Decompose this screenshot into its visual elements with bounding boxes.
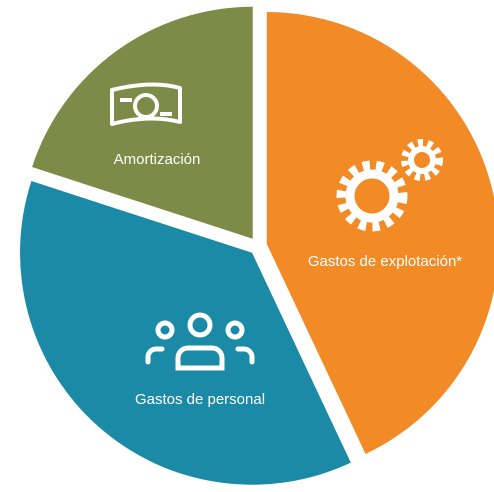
pie-slice xyxy=(32,6,253,239)
slices xyxy=(20,6,494,485)
slice-label: Gastos de explotación* xyxy=(308,253,462,270)
gear-icon xyxy=(336,139,443,232)
pie-slice xyxy=(20,181,351,485)
people-icon xyxy=(145,312,255,371)
pie-slice xyxy=(266,12,494,454)
slice-label: Amortización xyxy=(114,151,201,168)
slice-label: Gastos de personal xyxy=(135,391,265,408)
banknote-icon xyxy=(110,82,182,126)
